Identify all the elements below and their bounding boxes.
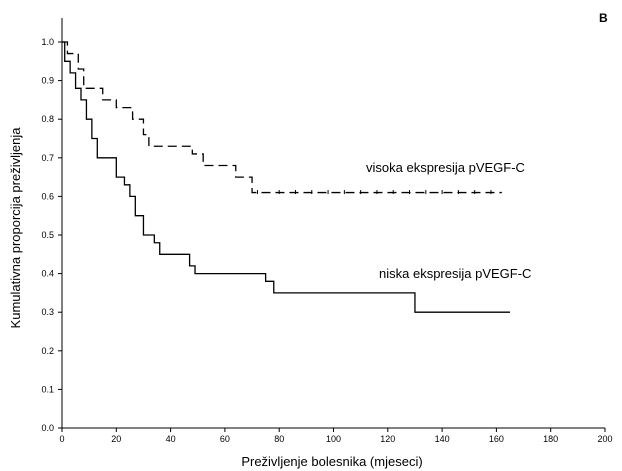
- x-tick-label: 40: [166, 434, 176, 444]
- y-tick-label: 0.5: [41, 230, 54, 240]
- y-tick-label: 0.3: [41, 307, 54, 317]
- y-tick-label: 0.4: [41, 269, 54, 279]
- x-axis-title: Preživljenje bolesnika (mjeseci): [241, 454, 422, 469]
- y-tick-label: 0.9: [41, 76, 54, 86]
- x-tick-label: 120: [380, 434, 395, 444]
- series-label-low: niska ekspresija pVEGF-C: [379, 266, 531, 281]
- y-tick-label: 0.0: [41, 423, 54, 433]
- x-tick-label: 160: [489, 434, 504, 444]
- y-axis-title: Kumulativna proporcija preživljenja: [8, 127, 23, 329]
- x-tick-label: 200: [597, 434, 612, 444]
- y-tick-label: 0.8: [41, 114, 54, 124]
- series-line-high: [62, 41, 502, 194]
- y-tick-label: 1.0: [41, 37, 54, 47]
- series-layer: [62, 41, 510, 313]
- panel-label: B: [599, 11, 608, 25]
- x-tick-label: 140: [435, 434, 450, 444]
- series-label-high: visoka ekspresija pVEGF-C: [366, 160, 525, 175]
- x-tick-label: 180: [543, 434, 558, 444]
- x-tick-label: 20: [111, 434, 121, 444]
- x-tick-label: 80: [274, 434, 284, 444]
- x-tick-label: 0: [59, 434, 64, 444]
- y-tick-label: 0.7: [41, 153, 54, 163]
- series-line-low: [62, 41, 510, 313]
- y-tick-label: 0.6: [41, 191, 54, 201]
- x-tick-label: 60: [220, 434, 230, 444]
- x-tick-label: 100: [326, 434, 341, 444]
- y-tick-label: 0.2: [41, 346, 54, 356]
- ticks-layer: 0 20 40 60 80 100 120 140 160 180 200 0.0 0.1 0.2 0.3 0…: [41, 37, 612, 444]
- y-tick-label: 0.1: [41, 384, 54, 394]
